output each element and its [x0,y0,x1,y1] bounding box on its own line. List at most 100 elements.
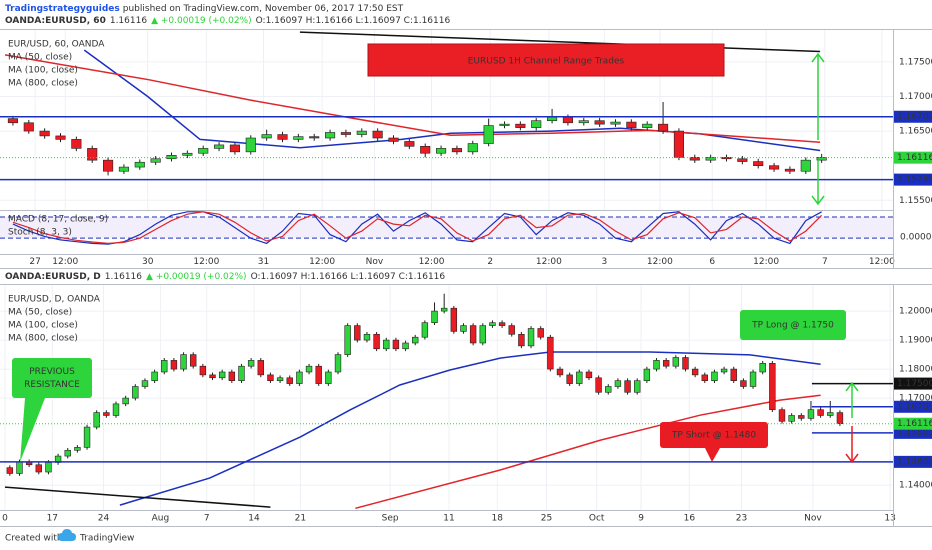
candle-body [595,377,602,393]
candle-body [74,447,81,451]
level-tag [894,426,932,439]
moving-average [4,486,271,508]
candle-body [662,360,670,367]
candle-body [39,130,50,137]
level-tag [894,417,932,430]
callout-box [660,422,768,448]
ohlc: O:1.16097 H:1.16166 L:1.16097 C:1.16116 [251,272,446,282]
published: published on TradingView.com, November 0… [123,4,404,14]
candle-body [642,123,653,128]
candle-body [469,325,477,344]
candle-body [23,122,34,132]
footer-brand[interactable]: TradingView [79,534,134,544]
stochastic-line [12,211,823,245]
candle-body [673,130,684,158]
ohlc: O:1.16097 H:1.16166 L:1.16097 C:1.16116 [256,16,451,26]
callout-tail [705,448,720,462]
candle-body [296,371,303,384]
candle-body [460,325,467,332]
level-tag [894,110,932,123]
y-tick-label: 1.20000 [899,307,932,317]
candle-body [624,380,631,393]
candle-body [605,386,612,393]
x-tick-label: 12:00 [869,257,895,267]
candle-body [64,449,71,457]
candle-body [166,155,177,160]
candle-body [421,322,429,338]
legend-item: MA (100, close) [8,321,78,331]
moving-average [299,31,821,53]
brand-logo[interactable] [58,529,76,541]
candle-body [83,426,91,448]
level-label: 1.16707 [897,112,932,122]
candle-body [151,371,158,381]
arrow-head [811,52,825,63]
candle-body [800,159,811,172]
candle-body [71,139,82,149]
symbol: OANDA:EURUSD, D [5,272,101,282]
y-tick-label: 1.18000 [899,365,932,375]
candle-body [238,365,245,381]
publisher[interactable]: Tradingstrategyguides [5,4,120,14]
y-tick-label: 1.17500 [899,57,932,67]
level-label: 1.16116 [897,419,932,429]
moving-average [119,351,821,506]
candle-body [626,121,637,128]
x-tick-label: 9 [638,514,644,524]
x-tick-label: 12:00 [193,257,219,267]
candle-body [753,161,764,166]
candle-body [547,336,554,370]
candle-body [261,134,272,139]
level-label: 1.16700 [897,402,932,412]
candle-body [515,123,526,128]
candle-body [122,397,129,405]
candle-body [720,368,728,373]
arrows [811,52,859,464]
candle-body [499,123,510,126]
x-tick-label: 12:00 [753,257,779,267]
candle-body [198,148,209,154]
candle-body [229,144,240,153]
x-tick-label: 2 [487,257,493,267]
x-tick-label: 11 [443,514,454,524]
candle-body [682,357,689,370]
title-box [367,43,725,77]
candle-body [489,322,496,326]
symbol: OANDA:EURUSD, 60 [5,16,106,26]
x-tick-label: 16 [684,514,696,524]
candle-body [267,374,274,381]
candle-body [6,467,14,474]
candle-body [150,158,161,163]
x-tick-label: Aug [152,514,170,524]
candle-body [325,132,336,139]
legend-item: MA (100, close) [8,66,78,76]
callout-box [740,310,846,340]
candle-body [566,374,573,384]
candle-body [214,144,225,149]
x-tick-label: 31 [258,257,269,267]
y-tick-label: 1.17000 [899,92,932,102]
candle-body [537,328,544,338]
chart-title: EURUSD 1H Channel Range Trades [468,57,625,67]
candle-body [372,130,383,139]
candle-body [749,371,757,387]
y-tick-label: 1.16500 [899,127,932,137]
candle-body [161,360,168,373]
candle-body [594,120,605,125]
indicator-label: MACD (8, 17, close, 9) [8,215,108,225]
candle-body [479,325,486,344]
candle-body [689,157,700,161]
candle-body [531,120,542,128]
callout-tail [20,398,45,462]
candle-body [7,118,18,124]
candle-body [527,328,535,347]
arrow-head [811,195,825,206]
candle-body [705,157,716,161]
candle-body [16,461,23,474]
candle-body [672,357,680,367]
candle-body [45,462,52,473]
candle-body [218,371,226,379]
x-tick-label: 7 [822,257,828,267]
